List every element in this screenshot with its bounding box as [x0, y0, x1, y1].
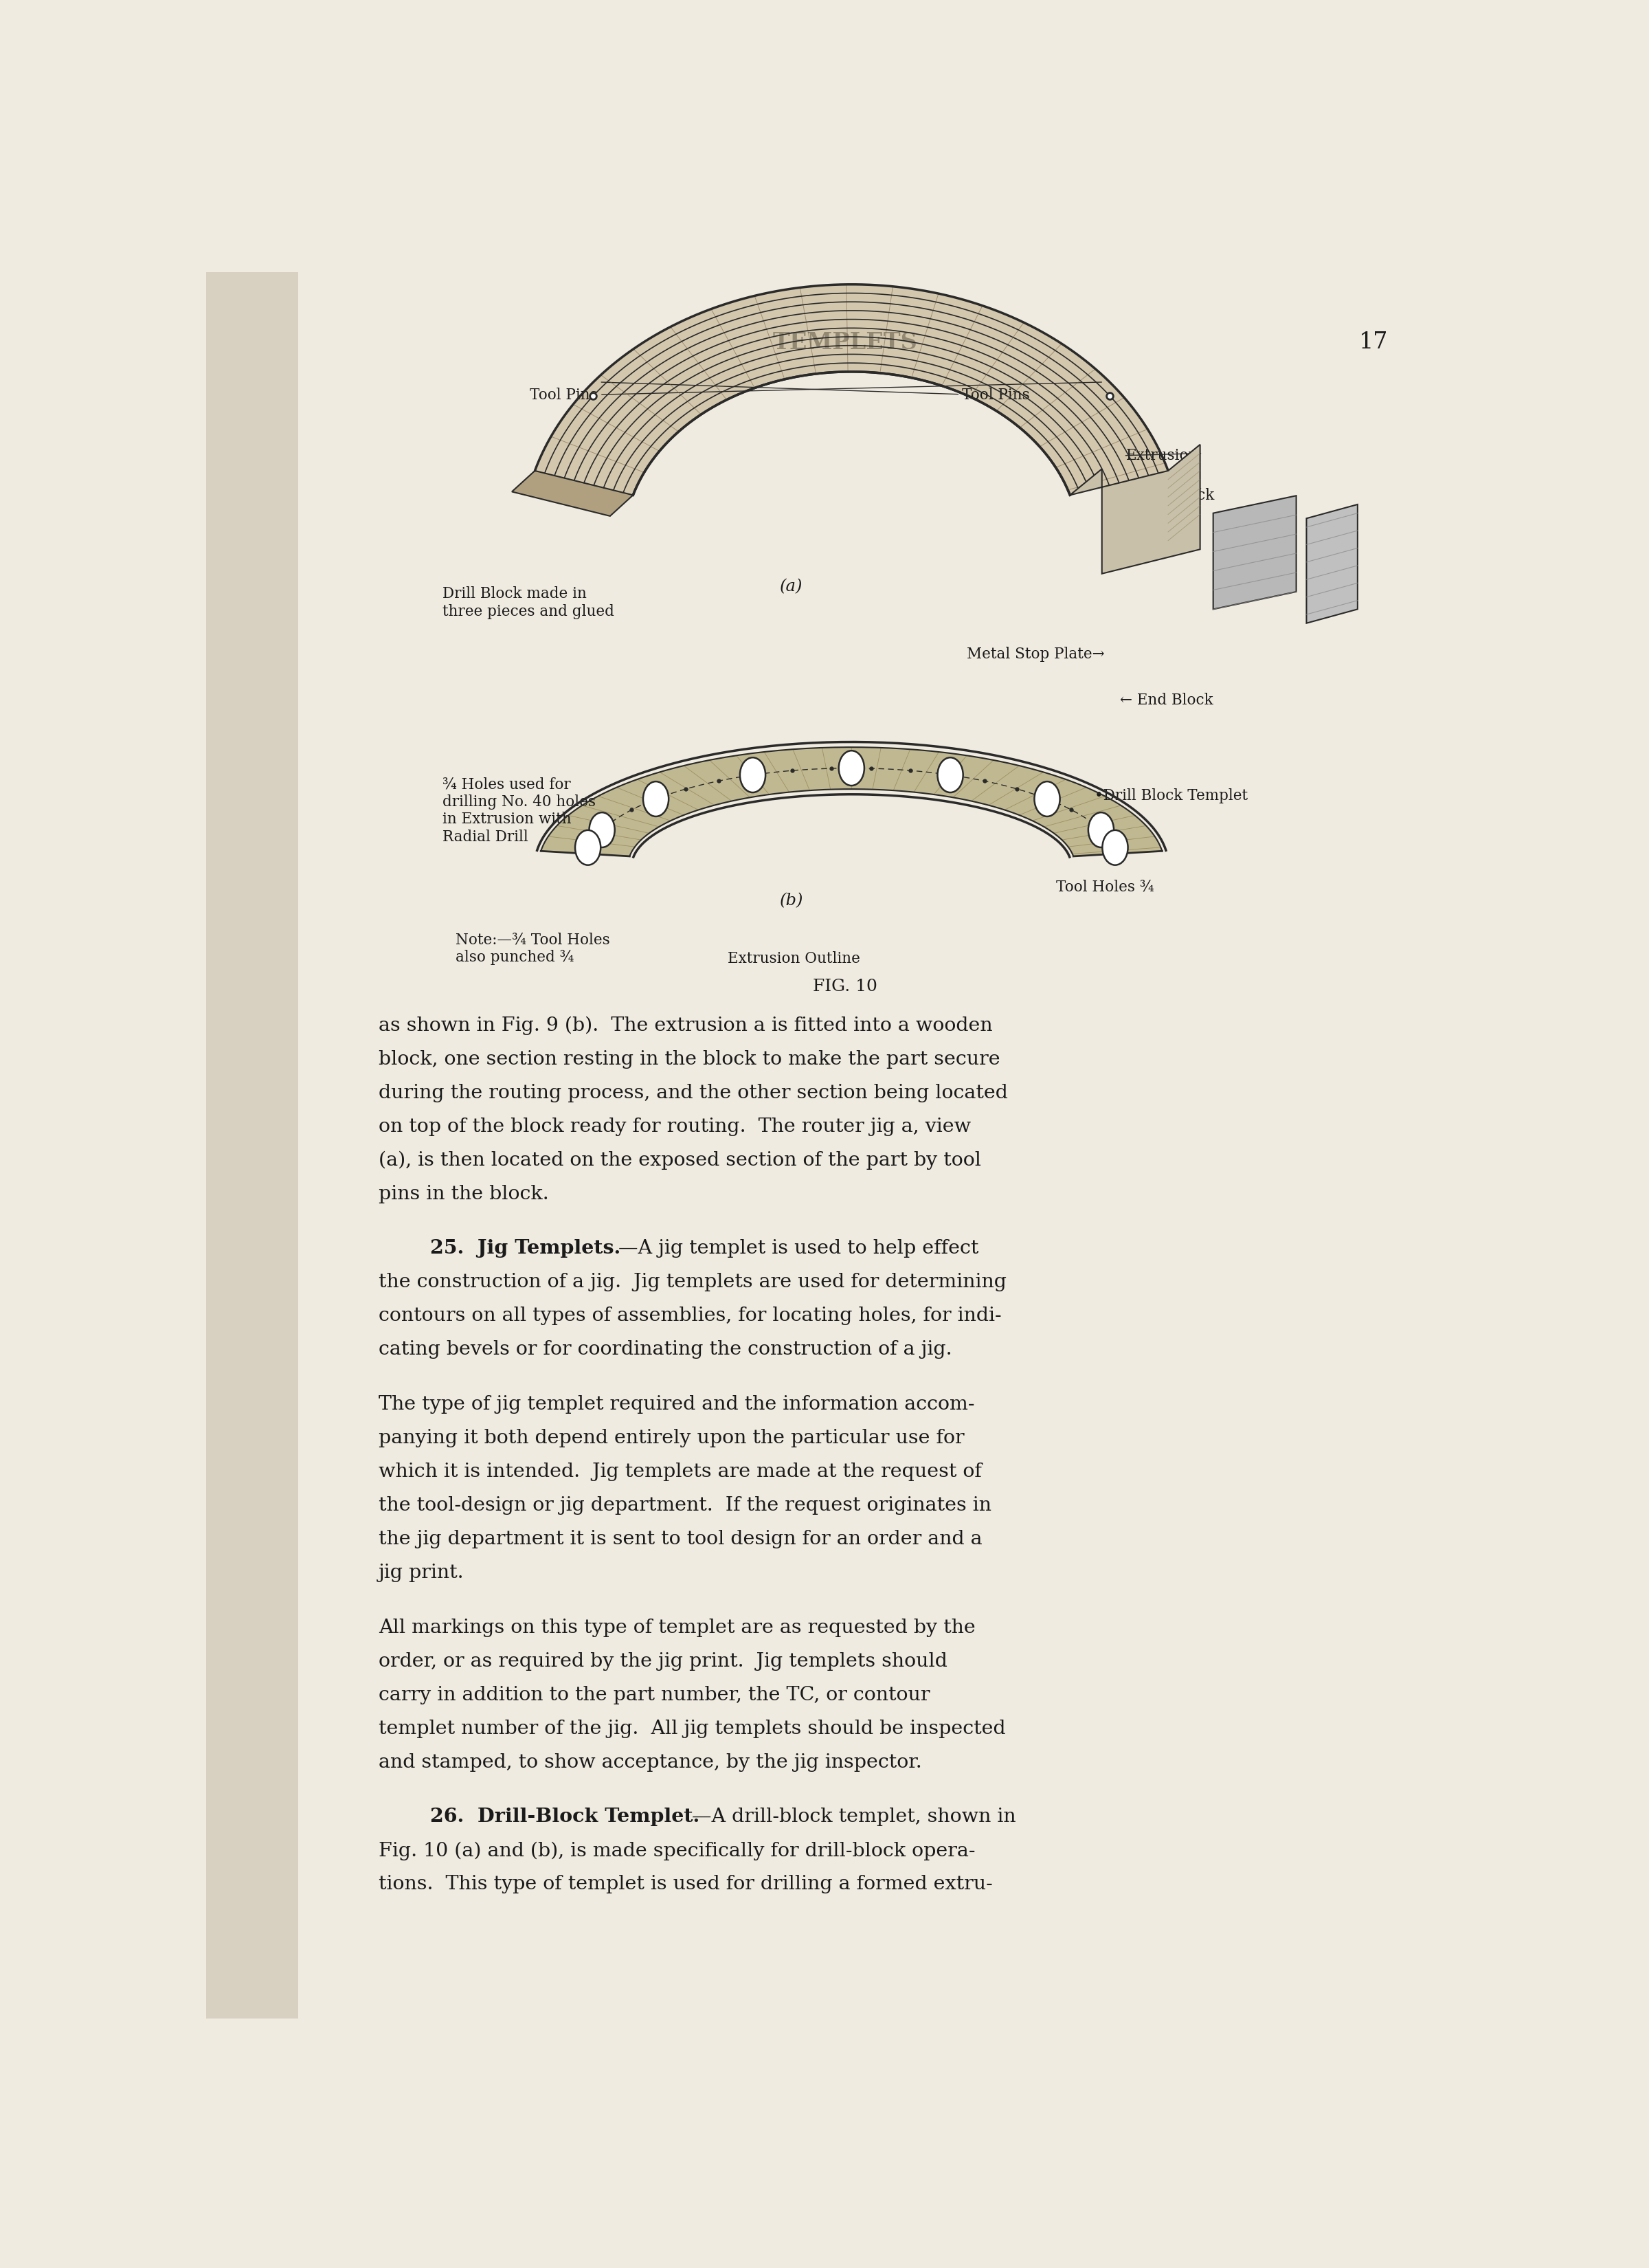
Text: 17: 17: [1359, 331, 1388, 354]
Text: Tool Pins: Tool Pins: [529, 381, 1102, 404]
Text: •Drill Block Templet: •Drill Block Templet: [1095, 789, 1248, 803]
Circle shape: [1088, 812, 1113, 848]
Text: Tool Holes ¾: Tool Holes ¾: [1055, 880, 1154, 894]
Text: •Drill Block: •Drill Block: [1126, 488, 1214, 503]
Text: Fig. 10 (a) and (b), is made specifically for drill-block opera-: Fig. 10 (a) and (b), is made specificall…: [379, 1842, 976, 1860]
Text: the jig department it is sent to tool design for an order and a: the jig department it is sent to tool de…: [379, 1531, 983, 1549]
Text: 25.  Jig Templets.: 25. Jig Templets.: [430, 1238, 620, 1259]
Text: jig print.: jig print.: [379, 1563, 465, 1583]
Text: order, or as required by the jig print.  Jig templets should: order, or as required by the jig print. …: [379, 1651, 948, 1672]
Text: contours on all types of assemblies, for locating holes, for indi-: contours on all types of assemblies, for…: [379, 1306, 1001, 1325]
Text: the tool-design or jig department.  If the request originates in: the tool-design or jig department. If th…: [379, 1497, 991, 1515]
Text: Note:—¾ Tool Holes
also punched ¾: Note:—¾ Tool Holes also punched ¾: [455, 932, 610, 964]
Text: during the routing process, and the other section being located: during the routing process, and the othe…: [379, 1084, 1008, 1102]
Text: Extrusion Outline: Extrusion Outline: [727, 950, 861, 966]
Text: ← End Block: ← End Block: [1120, 692, 1214, 708]
Text: pins in the block.: pins in the block.: [379, 1184, 549, 1204]
Text: ¾ Holes used for
drilling No. 40 holes
in Extrusion with
Radial Drill: ¾ Holes used for drilling No. 40 holes i…: [442, 778, 595, 844]
Text: Drill Block made in
three pieces and glued: Drill Block made in three pieces and glu…: [442, 587, 613, 619]
Polygon shape: [511, 472, 633, 517]
Circle shape: [1102, 830, 1128, 864]
Text: Metal Stop Plate→: Metal Stop Plate→: [966, 646, 1105, 662]
Circle shape: [839, 751, 864, 785]
Text: carry in addition to the part number, the TC, or contour: carry in addition to the part number, th…: [379, 1685, 930, 1703]
Circle shape: [938, 758, 963, 792]
Text: cating bevels or for coordinating the construction of a jig.: cating bevels or for coordinating the co…: [379, 1340, 951, 1359]
Circle shape: [643, 782, 668, 816]
Circle shape: [740, 758, 765, 792]
Text: (a): (a): [780, 578, 803, 594]
Text: and stamped, to show acceptance, by the jig inspector.: and stamped, to show acceptance, by the …: [379, 1753, 922, 1771]
Text: block, one section resting in the block to make the part secure: block, one section resting in the block …: [379, 1050, 1001, 1068]
Text: —A jig templet is used to help effect: —A jig templet is used to help effect: [618, 1238, 980, 1259]
Text: (b): (b): [780, 894, 803, 909]
Polygon shape: [534, 284, 1167, 494]
Text: All markings on this type of templet are as requested by the: All markings on this type of templet are…: [379, 1619, 976, 1637]
Text: on top of the block ready for routing.  The router jig a, view: on top of the block ready for routing. T…: [379, 1118, 971, 1136]
Text: 26.  Drill-Block Templet.: 26. Drill-Block Templet.: [430, 1808, 699, 1826]
Text: Tool Pins: Tool Pins: [602, 381, 1031, 404]
Circle shape: [576, 830, 600, 864]
Text: Extrusion: Extrusion: [1126, 449, 1199, 463]
Bar: [206, 272, 298, 2019]
Circle shape: [1034, 782, 1060, 816]
Text: FIG. 10: FIG. 10: [813, 978, 877, 993]
Text: which it is intended.  Jig templets are made at the request of: which it is intended. Jig templets are m…: [379, 1463, 981, 1481]
Text: —A drill-block templet, shown in: —A drill-block templet, shown in: [693, 1808, 1016, 1826]
Polygon shape: [1070, 445, 1200, 574]
Polygon shape: [1306, 503, 1357, 624]
Text: the construction of a jig.  Jig templets are used for determining: the construction of a jig. Jig templets …: [379, 1272, 1006, 1290]
Text: TEMPLETS: TEMPLETS: [773, 331, 917, 354]
Circle shape: [589, 812, 615, 848]
Polygon shape: [541, 746, 1163, 857]
Text: tions.  This type of templet is used for drilling a formed extru-: tions. This type of templet is used for …: [379, 1876, 993, 1894]
Text: The type of jig templet required and the information accom-: The type of jig templet required and the…: [379, 1395, 975, 1413]
Polygon shape: [1214, 497, 1296, 610]
Text: panying it both depend entirely upon the particular use for: panying it both depend entirely upon the…: [379, 1429, 965, 1447]
Text: as shown in Fig. 9 (b).  The extrusion a is fitted into a wooden: as shown in Fig. 9 (b). The extrusion a …: [379, 1016, 993, 1034]
Text: (a), is then located on the exposed section of the part by tool: (a), is then located on the exposed sect…: [379, 1150, 981, 1170]
Text: templet number of the jig.  All jig templets should be inspected: templet number of the jig. All jig templ…: [379, 1719, 1006, 1737]
